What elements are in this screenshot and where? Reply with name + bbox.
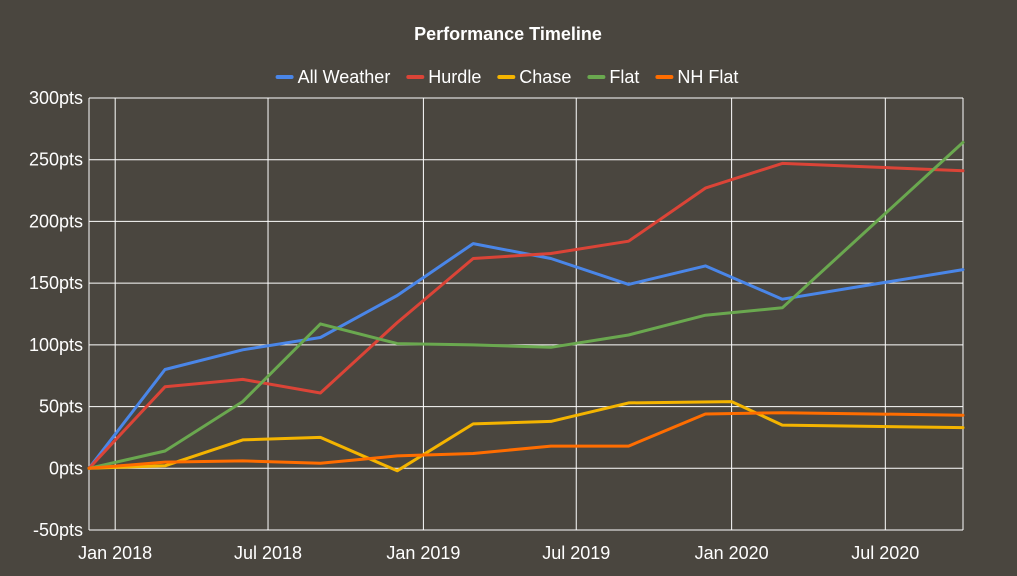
chart-title: Performance Timeline bbox=[414, 24, 602, 44]
y-tick-label: -50pts bbox=[33, 520, 83, 540]
legend-item-flat[interactable]: Flat bbox=[587, 67, 639, 87]
legend-label: Hurdle bbox=[428, 67, 481, 87]
series-line-all-weather bbox=[87, 242, 965, 470]
series-line-nh-flat bbox=[87, 411, 965, 470]
x-tick-label: Jan 2020 bbox=[695, 543, 769, 563]
series-line-hurdle bbox=[87, 161, 965, 470]
x-tick-label: Jul 2019 bbox=[542, 543, 610, 563]
legend-item-chase[interactable]: Chase bbox=[497, 67, 571, 87]
y-tick-label: 100pts bbox=[29, 335, 83, 355]
legend-item-all-weather[interactable]: All Weather bbox=[275, 67, 391, 87]
legend-label: All Weather bbox=[298, 67, 391, 87]
legend-item-hurdle[interactable]: Hurdle bbox=[406, 67, 481, 87]
y-tick-label: 200pts bbox=[29, 211, 83, 231]
legend-label: Flat bbox=[609, 67, 639, 87]
x-tick-label: Jan 2019 bbox=[386, 543, 460, 563]
y-tick-label: 150pts bbox=[29, 273, 83, 293]
y-tick-label: 50pts bbox=[39, 397, 83, 417]
x-tick-label: Jul 2018 bbox=[234, 543, 302, 563]
series-layer bbox=[87, 140, 965, 473]
legend-label: NH Flat bbox=[677, 67, 738, 87]
legend-label: Chase bbox=[519, 67, 571, 87]
x-tick-label: Jan 2018 bbox=[78, 543, 152, 563]
y-tick-label: 0pts bbox=[49, 458, 83, 478]
series-line-chase bbox=[87, 400, 965, 473]
y-axis: -50pts 0pts 50pts 100pts 150pts 200pts 250pts 3… bbox=[29, 88, 83, 540]
x-tick-label: Jul 2020 bbox=[851, 543, 919, 563]
x-axis: Jan 2018 Jul 2018 Jan 2019 Jul 2019 Jan 2020… bbox=[78, 543, 919, 563]
y-tick-label: 300pts bbox=[29, 88, 83, 108]
series-line-flat bbox=[87, 140, 965, 470]
legend-item-nh-flat[interactable]: NH Flat bbox=[655, 67, 738, 87]
legend: All Weather Hurdle Chase Flat NH Flat bbox=[275, 67, 738, 87]
y-tick-label: 250pts bbox=[29, 150, 83, 170]
